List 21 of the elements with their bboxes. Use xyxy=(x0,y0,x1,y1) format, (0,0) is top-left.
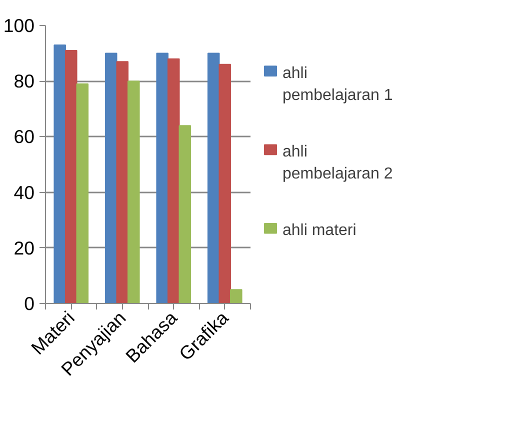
bar xyxy=(76,83,89,304)
legend-label: ahli pembelajaran 2 xyxy=(282,144,393,183)
bar xyxy=(218,64,232,304)
bar xyxy=(178,125,192,304)
bar xyxy=(64,50,78,304)
legend-label: ahli pembelajaran 1 xyxy=(282,64,393,104)
legend-label: ahli materi xyxy=(282,222,356,240)
y-tick-label: 40 xyxy=(14,182,35,203)
y-tick-label: 0 xyxy=(24,293,35,314)
bar xyxy=(167,58,180,304)
y-tick-label: 100 xyxy=(3,15,35,36)
bar xyxy=(156,52,168,304)
bar xyxy=(128,80,140,304)
bar xyxy=(116,61,129,304)
bar xyxy=(207,52,220,304)
y-tick-label: 20 xyxy=(14,237,35,258)
bar xyxy=(104,52,118,304)
bar xyxy=(54,44,66,304)
y-tick-label: 60 xyxy=(14,126,35,148)
y-tick-label: 80 xyxy=(14,70,35,92)
bar xyxy=(230,289,242,304)
